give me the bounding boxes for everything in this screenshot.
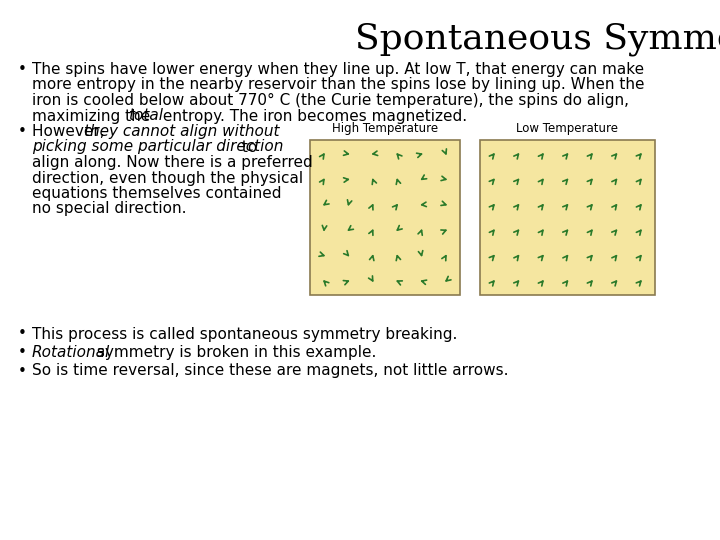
Text: The spins have lower energy when they line up. At low T, that energy can make: The spins have lower energy when they li…: [32, 62, 644, 77]
Text: entropy. The iron becomes magnetized.: entropy. The iron becomes magnetized.: [158, 109, 467, 124]
Text: •: •: [18, 345, 27, 360]
Text: However,: However,: [32, 124, 109, 139]
Text: more entropy in the nearby reservoir than the spins lose by lining up. When the: more entropy in the nearby reservoir tha…: [32, 78, 644, 92]
Text: total: total: [128, 109, 163, 124]
Text: Rotational: Rotational: [32, 345, 110, 360]
Text: •: •: [18, 327, 27, 341]
Text: direction, even though the physical: direction, even though the physical: [32, 171, 303, 186]
Text: symmetry is broken in this example.: symmetry is broken in this example.: [92, 345, 377, 360]
Text: •: •: [18, 62, 27, 77]
Text: High Temperature: High Temperature: [332, 122, 438, 135]
Text: •: •: [18, 363, 27, 379]
Text: •: •: [18, 124, 27, 139]
Text: iron is cooled below about 770° C (the Curie temperature), the spins do align,: iron is cooled below about 770° C (the C…: [32, 93, 629, 108]
Text: to: to: [237, 139, 257, 154]
Bar: [480, 140, 655, 295]
Text: So is time reversal, since these are magnets, not little arrows.: So is time reversal, since these are mag…: [32, 363, 508, 379]
Text: picking some particular direction: picking some particular direction: [32, 139, 284, 154]
Text: maximizing the: maximizing the: [32, 109, 155, 124]
Text: This process is called spontaneous symmetry breaking.: This process is called spontaneous symme…: [32, 327, 457, 341]
Text: Low Temperature: Low Temperature: [516, 122, 618, 135]
Bar: [310, 140, 460, 295]
Text: no special direction.: no special direction.: [32, 201, 186, 217]
Text: align along. Now there is a preferred: align along. Now there is a preferred: [32, 155, 312, 170]
Text: they cannot align without: they cannot align without: [84, 124, 279, 139]
Text: Spontaneous Symmetry Breaking: Spontaneous Symmetry Breaking: [355, 22, 720, 57]
Text: equations themselves contained: equations themselves contained: [32, 186, 282, 201]
